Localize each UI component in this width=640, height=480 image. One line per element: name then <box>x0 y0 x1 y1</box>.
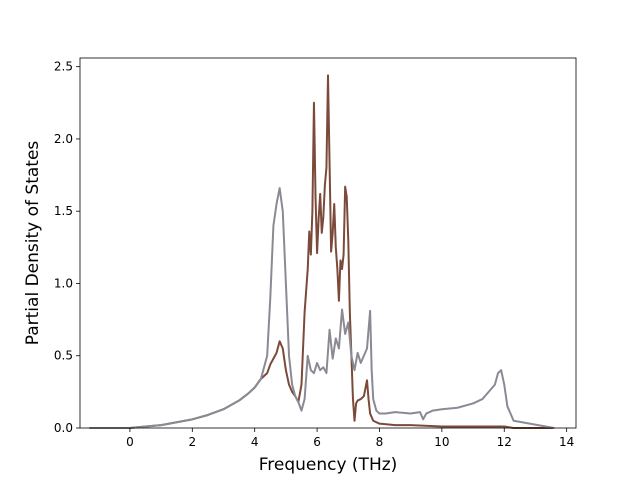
x-axis-ticks: 0 2 4 6 8 10 12 14 <box>126 428 574 449</box>
y-axis-ticks: 0.0 0.5 1.0 1.5 2.0 2.5 <box>54 60 80 435</box>
y-tick-label: 1.5 <box>54 204 73 218</box>
plot-frame <box>79 57 577 429</box>
x-tick-label: 14 <box>559 435 574 449</box>
x-tick-label: 2 <box>188 435 196 449</box>
x-tick-label: 12 <box>497 435 512 449</box>
y-tick-label: 2.5 <box>54 60 73 74</box>
x-tick-label: 8 <box>376 435 384 449</box>
y-tick-label: 1.0 <box>54 276 73 290</box>
x-tick-label: 0 <box>126 435 134 449</box>
y-tick-label: 2.0 <box>54 132 73 146</box>
series-layer <box>89 74 555 429</box>
x-tick-label: 4 <box>251 435 259 449</box>
x-tick-label: 10 <box>434 435 449 449</box>
series-line-2 <box>89 187 555 429</box>
y-axis-title: Partial Density of States <box>23 141 43 346</box>
y-tick-label: 0.5 <box>54 349 73 363</box>
x-tick-label: 6 <box>313 435 321 449</box>
x-axis-title: Frequency (THz) <box>259 455 398 475</box>
y-tick-label: 0.0 <box>54 421 73 435</box>
